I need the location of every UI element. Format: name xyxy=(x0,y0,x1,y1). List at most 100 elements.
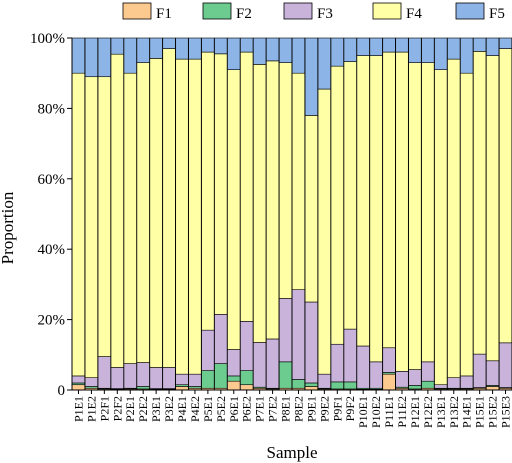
bar-P5E2-f3 xyxy=(214,314,228,364)
legend-swatch-f1 xyxy=(122,2,152,20)
bar-P2F2-f5 xyxy=(110,37,124,55)
x-tick-label: P2F1 xyxy=(97,396,111,421)
bar-P2F2-f4 xyxy=(110,53,124,368)
x-tick-label: P10E1 xyxy=(356,396,370,428)
bar-P6E2-f1 xyxy=(240,384,254,391)
bar-P10E1-f5 xyxy=(356,37,370,56)
bar-P9F2-f5 xyxy=(343,37,357,62)
x-tick-label: P2E1 xyxy=(123,396,137,422)
bar-P8E1-f4 xyxy=(278,62,293,299)
bar-P8E1-f3 xyxy=(278,298,293,363)
bar-P13E2-f4 xyxy=(447,58,461,378)
bar-P2F1-f4 xyxy=(97,76,111,357)
bar-P13E1-f4 xyxy=(434,69,448,386)
bar-P10E1-f3 xyxy=(356,345,370,389)
bar-P8E2-f5 xyxy=(291,37,306,74)
bar-P1E1-f1 xyxy=(71,384,86,391)
bar-P12E2-f4 xyxy=(421,62,435,363)
bar-P10E2-f5 xyxy=(369,37,383,56)
x-tick-label: P1E1 xyxy=(71,396,85,422)
bar-P4E1-f5 xyxy=(175,37,189,60)
bar-P15E2-f5 xyxy=(486,37,500,56)
x-tick-label: P12E2 xyxy=(421,396,435,428)
bar-P13E2-f3 xyxy=(447,377,461,389)
bar-P2F1-f5 xyxy=(97,37,111,78)
bar-P11E1-f4 xyxy=(382,51,396,349)
bar-P7E2-f5 xyxy=(266,37,280,62)
legend-swatch-f3 xyxy=(283,2,313,20)
x-tick-label: P8E1 xyxy=(279,396,293,422)
bar-P14E1-f5 xyxy=(460,37,474,74)
bar-P15E2-f1 xyxy=(486,386,500,391)
y-tick-label: 80% xyxy=(38,101,66,117)
x-tick-label: P13E2 xyxy=(447,396,461,428)
x-tick-label: P9F2 xyxy=(343,396,357,421)
x-tick-label: P10E2 xyxy=(369,396,383,428)
bar-P13E1-f5 xyxy=(434,37,448,70)
bar-P7E1-f5 xyxy=(253,37,267,65)
x-tick-label: P15E1 xyxy=(473,396,487,428)
bar-P5E2-f4 xyxy=(214,53,228,315)
bar-P3E1-f4 xyxy=(149,58,163,368)
bar-P10E2-f4 xyxy=(369,55,383,363)
x-tick-label: P1E2 xyxy=(84,396,98,422)
bar-P2E1-f4 xyxy=(123,72,137,364)
bar-P8E1-f2 xyxy=(278,361,293,389)
y-tick-label: 20% xyxy=(38,313,66,329)
bar-stacks xyxy=(71,37,512,391)
bar-P9E1-f5 xyxy=(304,37,318,116)
bar-P2E2-f5 xyxy=(136,37,150,63)
bar-P1E1-f5 xyxy=(71,37,86,74)
bar-P7E1-f4 xyxy=(253,64,267,343)
bar-P15E2-f3 xyxy=(486,360,500,386)
x-axis: P1E1P1E2P2F1P2F2P2E1P2E2P3E1P3E2P4E1P4E2… xyxy=(71,389,512,428)
bar-P14E1-f3 xyxy=(460,375,474,389)
x-tick-label: P9F1 xyxy=(330,396,344,421)
bar-P15E2-f4 xyxy=(486,55,500,362)
bar-P3E2-f4 xyxy=(162,48,176,368)
x-tick-label: P4E1 xyxy=(175,396,189,422)
bar-P4E1-f4 xyxy=(175,58,189,375)
x-axis-title: Sample xyxy=(267,443,318,462)
bar-P13E1-f3 xyxy=(434,384,448,389)
bar-P4E2-f5 xyxy=(188,37,202,60)
x-tick-label: P9E1 xyxy=(304,396,318,422)
legend-label-f2: F2 xyxy=(236,6,252,22)
bar-P9E2-f3 xyxy=(317,373,331,389)
bar-P11E1-f1 xyxy=(382,373,396,391)
x-tick-label: P6E2 xyxy=(240,396,254,422)
bar-P5E1-f4 xyxy=(201,51,215,331)
x-tick-label: P6E1 xyxy=(227,396,241,422)
x-tick-label: P12E1 xyxy=(408,396,422,428)
bar-P9E1-f1 xyxy=(304,386,318,391)
bar-P1E1-f3 xyxy=(71,375,86,384)
bar-P2E2-f2 xyxy=(136,386,150,390)
bar-P11E2-f3 xyxy=(395,371,409,388)
bar-P3E1-f3 xyxy=(149,367,163,389)
bar-P15E1-f5 xyxy=(473,37,487,52)
bar-P9F1-f5 xyxy=(330,37,344,67)
bar-P5E1-f3 xyxy=(201,329,215,371)
bar-P9F2-f3 xyxy=(343,328,357,383)
bar-P6E1-f4 xyxy=(227,69,241,350)
bar-P9F1-f2 xyxy=(330,381,344,390)
bar-P5E1-f2 xyxy=(201,370,215,389)
bar-P15E1-f3 xyxy=(473,353,487,388)
bar-P8E2-f2 xyxy=(291,379,306,389)
bar-P8E2-f3 xyxy=(291,289,306,380)
bar-P1E1-f4 xyxy=(71,72,86,377)
bar-P11E1-f5 xyxy=(382,37,396,53)
y-axis-title: Proportion xyxy=(0,191,17,264)
bar-P4E2-f4 xyxy=(188,58,202,375)
legend-swatch-f4 xyxy=(372,2,402,20)
y-tick-label: 100% xyxy=(30,31,65,47)
bar-P11E2-f5 xyxy=(395,37,409,53)
bar-P5E1-f5 xyxy=(201,37,215,53)
legend: F1 F2 F3 F4 F5 xyxy=(122,2,505,22)
bar-P6E1-f2 xyxy=(227,375,241,382)
bar-P6E1-f5 xyxy=(227,37,241,70)
x-tick-label: P2F2 xyxy=(110,396,124,421)
bar-P12E1-f3 xyxy=(408,369,422,386)
bar-P3E1-f5 xyxy=(149,37,163,59)
